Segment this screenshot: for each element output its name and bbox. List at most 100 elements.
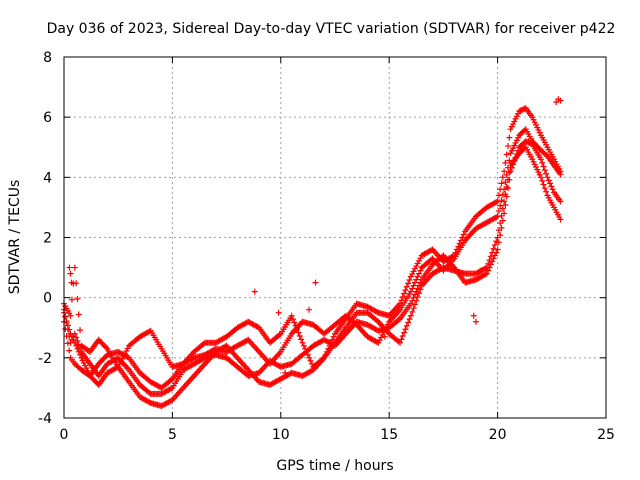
data-point bbox=[410, 268, 417, 275]
data-point bbox=[494, 246, 501, 253]
data-point bbox=[62, 325, 69, 332]
data-point bbox=[510, 161, 517, 168]
data-point bbox=[524, 138, 531, 145]
data-point bbox=[67, 339, 74, 346]
data-point bbox=[74, 337, 81, 344]
data-point bbox=[490, 245, 497, 252]
data-point bbox=[499, 191, 506, 198]
data-point bbox=[410, 294, 417, 301]
data-point bbox=[470, 312, 477, 319]
data-point bbox=[557, 198, 564, 205]
data-point bbox=[501, 198, 508, 205]
data-point bbox=[413, 288, 420, 295]
data-point bbox=[544, 174, 551, 181]
y-tick-label: -2 bbox=[38, 351, 52, 367]
data-point bbox=[472, 318, 479, 325]
data-point bbox=[487, 261, 494, 268]
data-point bbox=[547, 180, 554, 187]
data-point bbox=[409, 270, 416, 277]
data-point bbox=[200, 355, 207, 362]
data-point bbox=[405, 280, 412, 287]
data-point bbox=[406, 316, 413, 323]
data-point bbox=[495, 208, 502, 215]
data-point bbox=[540, 163, 547, 170]
data-point bbox=[489, 258, 496, 265]
data-point bbox=[77, 345, 84, 352]
data-point bbox=[506, 176, 513, 183]
data-point bbox=[68, 279, 75, 286]
data-points bbox=[61, 96, 564, 409]
data-point bbox=[200, 340, 207, 347]
data-point bbox=[417, 279, 424, 286]
data-point bbox=[376, 337, 383, 344]
data-point bbox=[68, 336, 75, 343]
data-point bbox=[64, 340, 71, 347]
data-point bbox=[508, 164, 515, 171]
data-point bbox=[482, 271, 489, 278]
data-point bbox=[323, 348, 330, 355]
data-point bbox=[402, 326, 409, 333]
data-point bbox=[374, 317, 381, 324]
data-point bbox=[381, 333, 388, 340]
data-point bbox=[62, 313, 69, 320]
data-point bbox=[543, 152, 550, 159]
data-point bbox=[413, 263, 420, 270]
data-point bbox=[409, 297, 416, 304]
series-trace-c bbox=[61, 126, 564, 391]
data-point bbox=[505, 143, 512, 150]
x-tick-label: 10 bbox=[272, 427, 290, 443]
data-point bbox=[455, 243, 462, 250]
data-point bbox=[410, 282, 417, 289]
data-point bbox=[477, 267, 484, 274]
data-point bbox=[416, 282, 423, 289]
data-point bbox=[405, 319, 412, 326]
data-point bbox=[66, 264, 73, 271]
data-point bbox=[254, 323, 261, 330]
data-point bbox=[549, 186, 556, 193]
data-point bbox=[497, 202, 504, 209]
data-point bbox=[330, 342, 337, 349]
data-point bbox=[506, 134, 513, 141]
data-point bbox=[499, 217, 506, 224]
data-point bbox=[289, 316, 296, 323]
data-point bbox=[251, 288, 258, 295]
data-point bbox=[406, 276, 413, 283]
data-point bbox=[498, 224, 505, 231]
data-point bbox=[330, 333, 337, 340]
data-point bbox=[115, 363, 122, 370]
series-trace-d bbox=[61, 138, 564, 397]
data-point bbox=[124, 354, 131, 361]
data-point bbox=[485, 260, 492, 267]
data-point bbox=[73, 334, 80, 341]
data-point bbox=[402, 287, 409, 294]
x-tick-label: 0 bbox=[60, 427, 69, 443]
data-point bbox=[63, 319, 70, 326]
data-point bbox=[321, 354, 328, 361]
data-point bbox=[499, 205, 506, 212]
data-point bbox=[557, 97, 564, 104]
data-point bbox=[526, 140, 533, 147]
data-point bbox=[521, 105, 528, 112]
data-point bbox=[501, 210, 508, 217]
data-point bbox=[375, 339, 382, 346]
data-point bbox=[243, 337, 250, 344]
data-point bbox=[502, 202, 509, 209]
data-point bbox=[417, 267, 424, 274]
data-point bbox=[505, 185, 512, 192]
data-point bbox=[522, 138, 529, 145]
data-point bbox=[516, 108, 523, 115]
data-point bbox=[411, 265, 418, 272]
data-point bbox=[498, 180, 505, 187]
data-point bbox=[493, 199, 500, 206]
data-point bbox=[66, 333, 73, 340]
data-point bbox=[288, 312, 295, 319]
data-point bbox=[503, 171, 510, 178]
data-point bbox=[518, 106, 525, 113]
data-point bbox=[495, 192, 502, 199]
x-tick-label: 5 bbox=[168, 427, 177, 443]
data-point bbox=[75, 311, 82, 318]
data-point bbox=[70, 333, 77, 340]
data-point bbox=[557, 216, 564, 223]
data-point bbox=[282, 369, 289, 376]
data-point bbox=[399, 333, 406, 340]
